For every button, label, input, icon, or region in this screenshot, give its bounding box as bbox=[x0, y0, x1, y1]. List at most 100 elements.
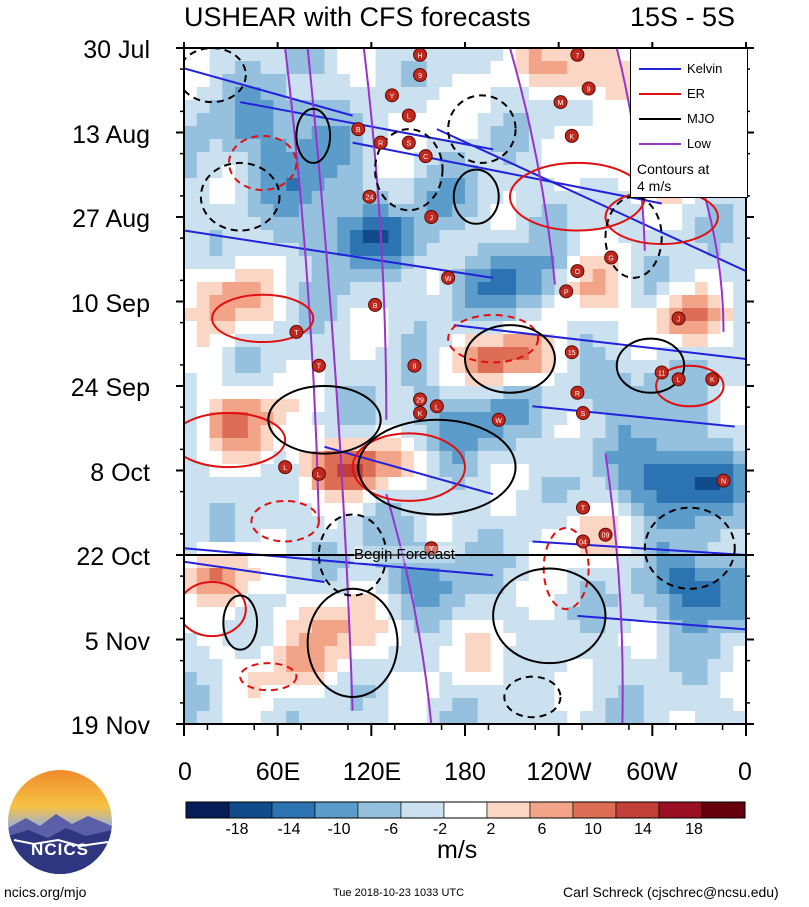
storm-marker-label: O bbox=[575, 269, 581, 276]
field-cell bbox=[452, 308, 466, 322]
field-cell bbox=[579, 490, 594, 504]
field-cell bbox=[592, 61, 607, 75]
field-cell bbox=[503, 568, 517, 582]
field-cell bbox=[541, 243, 556, 257]
field-cell bbox=[682, 685, 696, 699]
field-cell bbox=[733, 295, 746, 309]
field-cell bbox=[196, 165, 211, 179]
field-cell bbox=[413, 243, 428, 257]
field-cell bbox=[401, 61, 415, 75]
storm-marker-label: L bbox=[283, 465, 287, 472]
field-cell bbox=[592, 74, 607, 88]
er-contour bbox=[655, 364, 725, 408]
field-cell bbox=[554, 490, 568, 504]
field-cell bbox=[477, 464, 492, 478]
field-cell bbox=[235, 581, 249, 595]
field-cell bbox=[260, 61, 275, 75]
field-cell bbox=[567, 178, 581, 192]
field-cell bbox=[260, 360, 275, 374]
field-cell bbox=[247, 516, 262, 530]
mjo-contour bbox=[447, 94, 517, 164]
field-cell bbox=[631, 633, 645, 647]
field-cell bbox=[656, 594, 670, 608]
field-cell bbox=[209, 113, 223, 127]
field-cell bbox=[401, 295, 415, 309]
field-cell bbox=[311, 659, 326, 673]
field-cell bbox=[209, 646, 223, 660]
field-cell bbox=[222, 243, 236, 257]
field-cell bbox=[298, 165, 313, 179]
field-cell bbox=[260, 542, 275, 556]
field-cell bbox=[235, 698, 249, 712]
field-cell bbox=[605, 516, 619, 530]
field-cell bbox=[682, 347, 696, 361]
field-cell bbox=[362, 542, 377, 556]
field-cell bbox=[465, 698, 479, 712]
field-cell bbox=[196, 48, 211, 62]
field-cell bbox=[554, 113, 568, 127]
storm-marker bbox=[413, 392, 428, 407]
field-cell bbox=[298, 477, 313, 491]
field-cell bbox=[324, 698, 338, 712]
field-cell bbox=[362, 321, 377, 335]
field-cell bbox=[350, 672, 364, 686]
field-cell bbox=[426, 477, 441, 491]
storm-marker-label: 9 bbox=[412, 364, 416, 371]
field-cell bbox=[567, 542, 581, 556]
field-cell bbox=[503, 308, 517, 322]
field-cell bbox=[554, 438, 568, 452]
field-cell bbox=[567, 425, 581, 439]
field-cell bbox=[516, 178, 530, 192]
field-cell bbox=[388, 113, 402, 127]
field-cell bbox=[490, 672, 504, 686]
storm-marker bbox=[384, 88, 399, 103]
field-cell bbox=[298, 451, 313, 465]
field-cell bbox=[426, 126, 441, 140]
field-cell bbox=[184, 113, 198, 127]
field-cell bbox=[298, 425, 313, 439]
field-cell bbox=[337, 126, 351, 140]
field-cell bbox=[618, 178, 632, 192]
field-cell bbox=[375, 516, 389, 530]
field-cell bbox=[362, 516, 377, 530]
field-cell bbox=[273, 373, 287, 387]
field-cell bbox=[592, 295, 607, 309]
field-cell bbox=[273, 542, 287, 556]
field-cell bbox=[350, 295, 364, 309]
x-tick-label: 0 bbox=[178, 758, 192, 786]
field-cell bbox=[184, 516, 198, 530]
field-cell bbox=[260, 529, 275, 543]
field-cell bbox=[541, 646, 556, 660]
field-cell bbox=[528, 607, 543, 621]
field-cell bbox=[260, 152, 275, 166]
field-cell bbox=[298, 191, 313, 205]
field-cell bbox=[567, 633, 581, 647]
field-cell bbox=[235, 477, 249, 491]
storm-marker bbox=[564, 345, 579, 360]
field-cell bbox=[592, 438, 607, 452]
field-cell bbox=[247, 503, 262, 517]
field-cell bbox=[669, 412, 683, 426]
field-cell bbox=[426, 243, 441, 257]
field-cell bbox=[222, 711, 236, 724]
field-cell bbox=[375, 165, 389, 179]
storm-marker-label: K bbox=[710, 377, 715, 384]
storm-marker-label: R bbox=[378, 141, 383, 148]
chart-region: 15S - 5S bbox=[630, 2, 736, 32]
field-cell bbox=[324, 347, 338, 361]
field-cell bbox=[528, 698, 543, 712]
field-cell bbox=[388, 594, 402, 608]
field-cell bbox=[388, 698, 402, 712]
field-cell bbox=[452, 399, 466, 413]
storm-marker-label: 7 bbox=[575, 53, 579, 60]
field-cell bbox=[311, 581, 326, 595]
field-cell bbox=[490, 477, 504, 491]
field-cell bbox=[631, 399, 645, 413]
field-cell bbox=[605, 685, 619, 699]
field-cell bbox=[579, 308, 594, 322]
field-cell bbox=[298, 581, 313, 595]
y-tick-label: 30 Jul bbox=[83, 36, 150, 64]
field-cell bbox=[720, 646, 734, 660]
field-cell bbox=[682, 334, 696, 348]
